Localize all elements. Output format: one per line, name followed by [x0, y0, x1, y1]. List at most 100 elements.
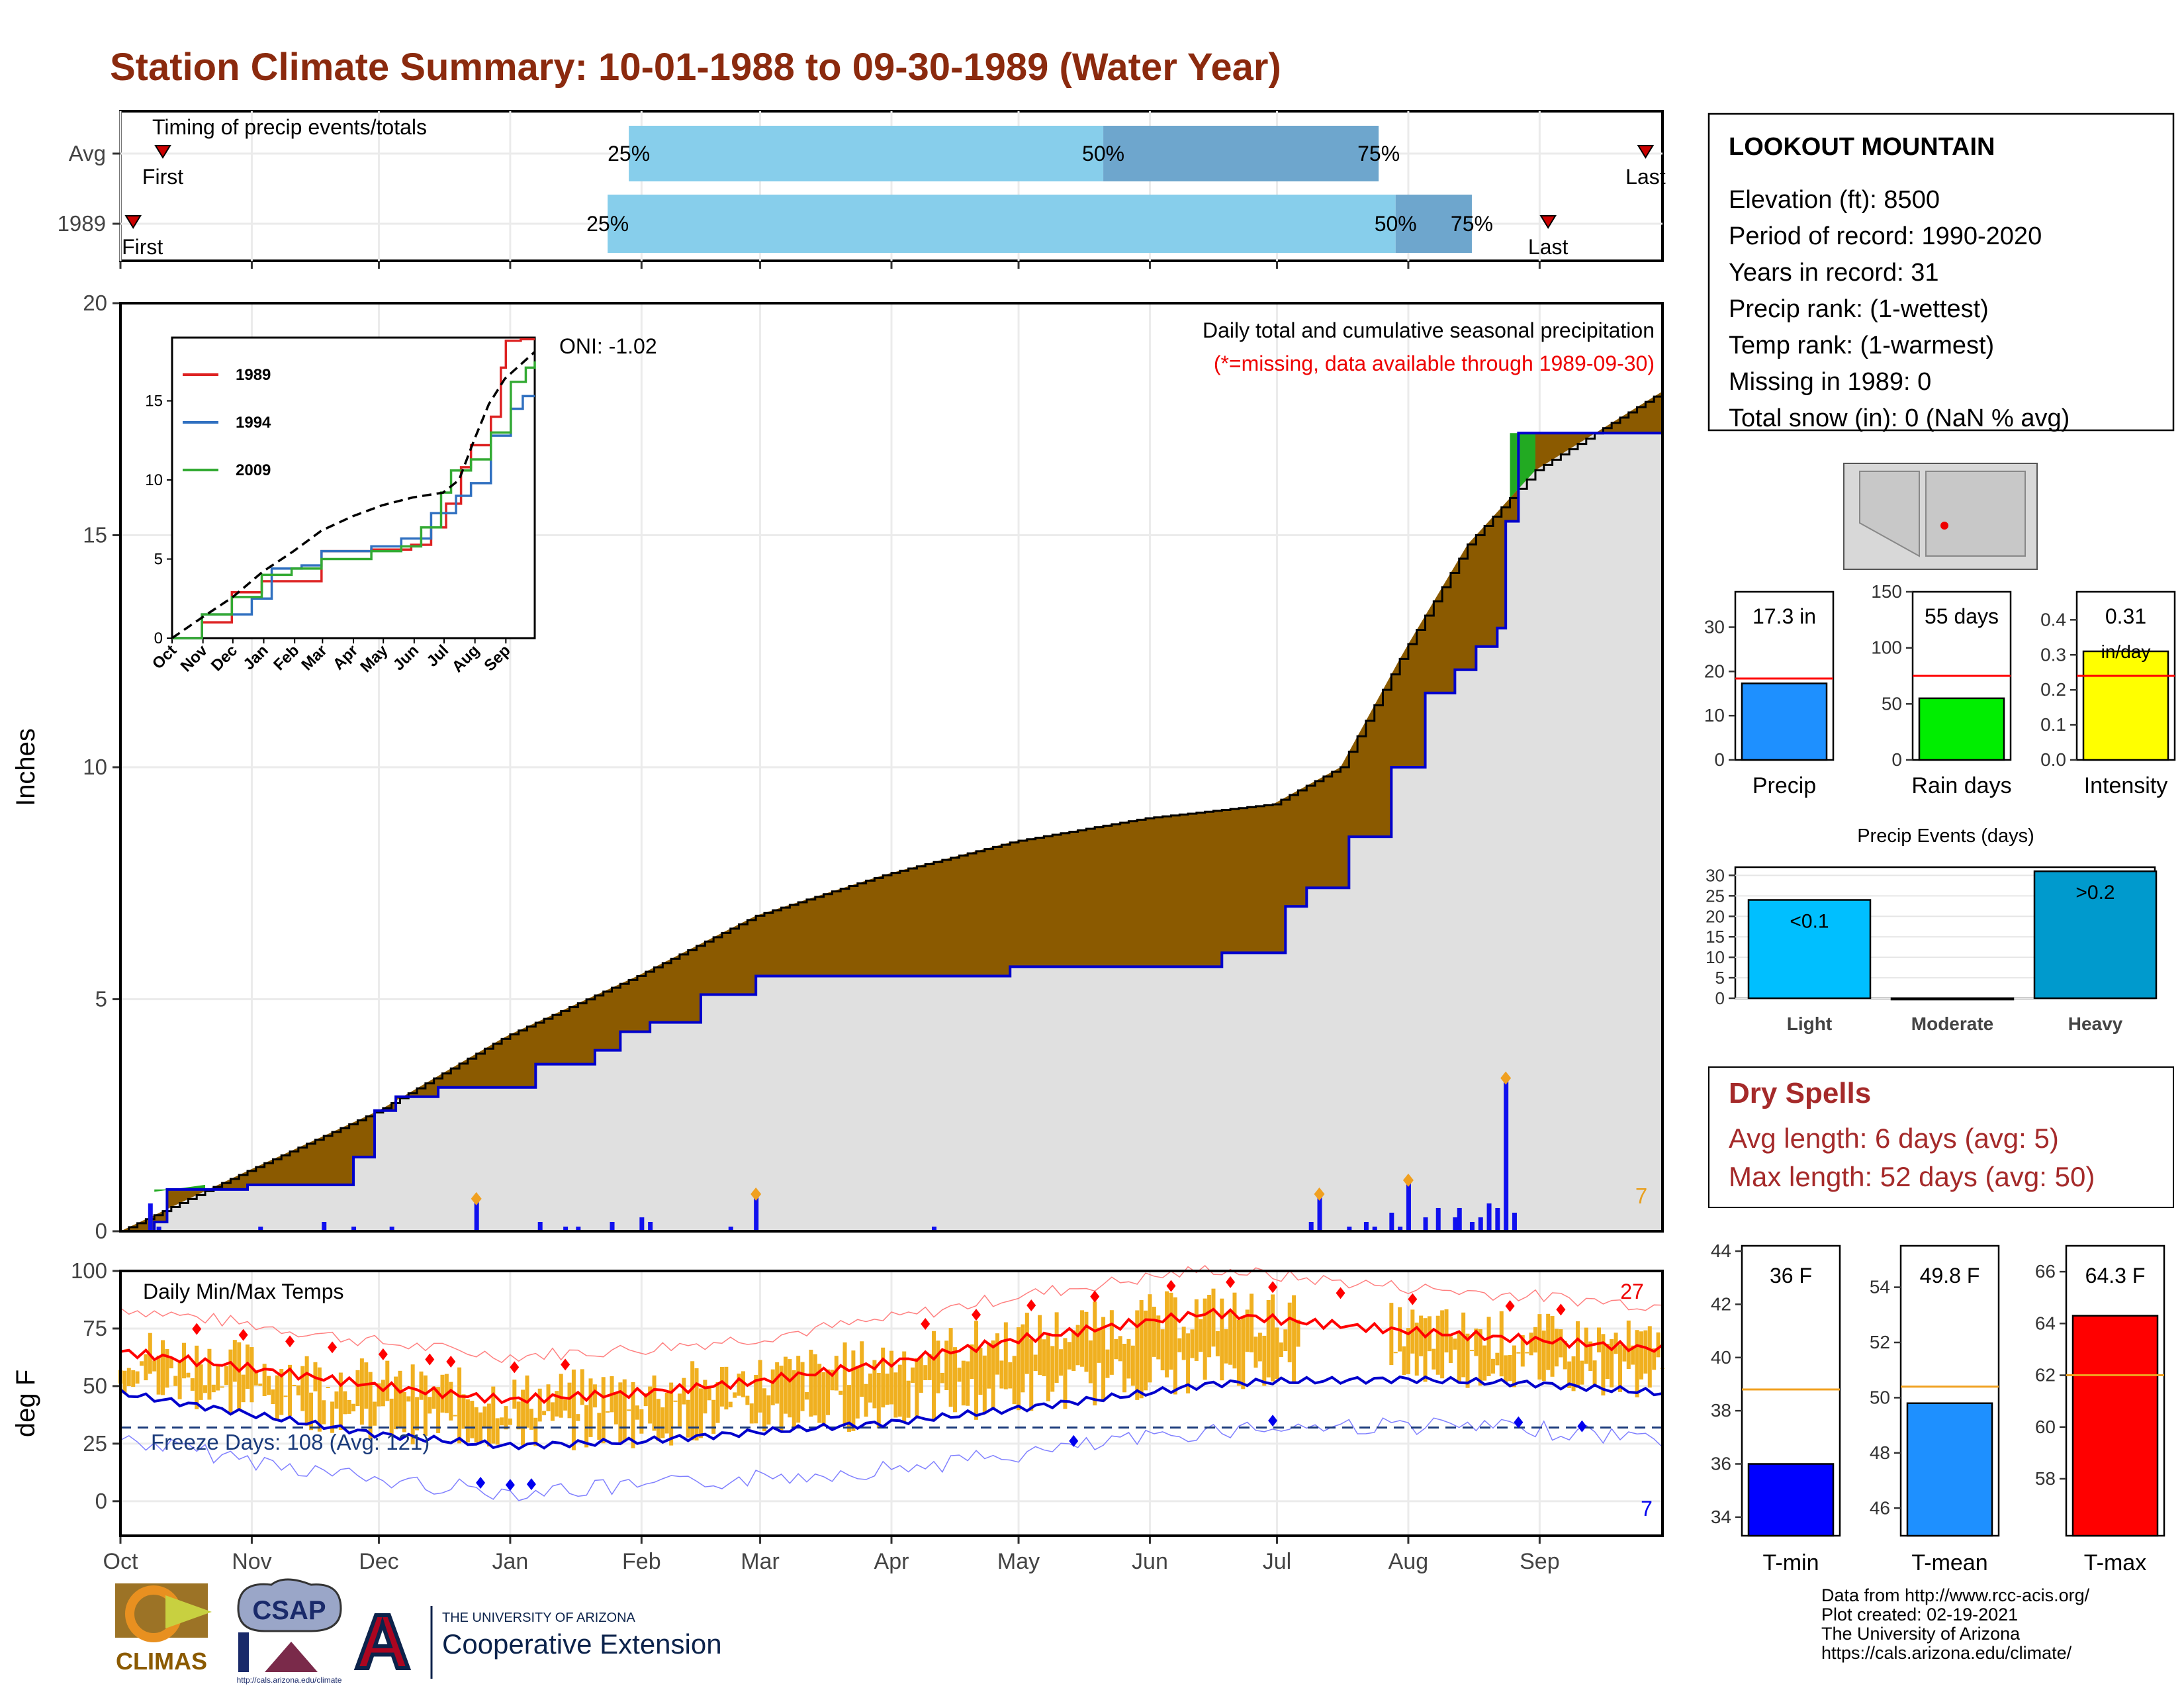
daily-temp-bar: [1029, 1338, 1034, 1411]
daily-temp-bar: [622, 1379, 627, 1442]
month-label: Apr: [874, 1549, 909, 1574]
daily-temp-bar: [267, 1376, 271, 1395]
hot-day-marker: [972, 1309, 981, 1321]
daily-temp-bar: [796, 1356, 801, 1423]
daily-temp-bar: [923, 1365, 928, 1380]
daily-temp-bar: [1571, 1356, 1576, 1391]
daily-temp-bar: [855, 1366, 860, 1419]
record-low-line: [120, 1417, 1663, 1501]
daily-temp-bar: [749, 1403, 754, 1424]
daily-temp-bar: [1135, 1310, 1140, 1400]
daily-precip-bar: [1453, 1217, 1458, 1231]
record-high-line: [120, 1264, 1663, 1364]
credit-line: https://cals.arizona.edu/climate/: [1821, 1643, 2072, 1663]
daily-temp-bar: [864, 1383, 868, 1417]
deficit-area-fill: [120, 391, 1662, 1232]
timing-p25-label: 25%: [586, 212, 629, 236]
daily-temp-bar: [250, 1347, 254, 1403]
main-caption: Daily total and cumulative seasonal prec…: [1203, 318, 1655, 342]
daily-temp-bar: [1084, 1311, 1089, 1372]
timing-bar-50-75: [1103, 126, 1379, 181]
daily-temp-bar: [275, 1375, 279, 1421]
csap-url: http://cals.arizona.edu/climate: [237, 1675, 342, 1685]
daily-temp-bar: [762, 1388, 766, 1432]
summary-bar-label: Intensity: [2084, 773, 2168, 798]
daily-temp-bar: [1253, 1336, 1258, 1368]
daily-precip-bar: [639, 1217, 645, 1231]
daily-precip-bar: [1363, 1221, 1369, 1231]
daily-temp-bar: [423, 1375, 428, 1436]
timing-bar-50-75: [1395, 195, 1472, 253]
hot-day-marker: [1090, 1290, 1100, 1303]
daily-temp-bar: [1435, 1315, 1440, 1375]
station-info-line: Years in record: 31: [1729, 259, 1939, 287]
daily-temp-bar: [377, 1383, 381, 1407]
daily-temp-bar: [779, 1366, 784, 1431]
daily-temp-bar: [398, 1370, 402, 1428]
daily-temp-bar: [961, 1360, 966, 1406]
hot-day-marker: [425, 1353, 435, 1366]
daily-temp-bar: [635, 1405, 639, 1420]
summary-ytick-label: 100: [1871, 637, 1902, 658]
daily-temp-bar: [1224, 1329, 1228, 1364]
daily-temp-bar: [326, 1387, 330, 1389]
daily-temp-bar: [669, 1382, 674, 1446]
hot-day-marker: [1408, 1293, 1418, 1305]
daily-temp-bar: [1537, 1314, 1542, 1380]
summary-ytick-label: 0.3: [2040, 644, 2066, 665]
daily-temp-bar: [978, 1348, 983, 1395]
daily-temp-bar: [656, 1399, 660, 1441]
daily-precip-marker: [1402, 1173, 1414, 1187]
daily-temp-bar: [830, 1370, 835, 1391]
ua-large-text: Cooperative Extension: [442, 1628, 722, 1660]
summary-value-label: 0.31: [2105, 604, 2146, 628]
daily-temp-bar: [1071, 1330, 1076, 1372]
oni-label: ONI: -1.02: [559, 334, 657, 358]
daily-temp-bar: [440, 1374, 445, 1413]
month-label: May: [997, 1549, 1040, 1574]
daily-precip-bar: [322, 1221, 327, 1231]
cold-day-marker: [526, 1478, 536, 1491]
daily-temp-bar: [881, 1347, 886, 1408]
daily-temp-bar: [482, 1406, 487, 1429]
temp-summary-ytick-label: 42: [1711, 1293, 1731, 1314]
timing-row-label: Avg: [69, 141, 106, 165]
daily-temp-bar: [304, 1356, 309, 1426]
month-label: Nov: [232, 1549, 271, 1574]
daily-temp-bar: [508, 1418, 512, 1425]
daily-temp-bar: [237, 1342, 242, 1409]
daily-temp-bar: [775, 1362, 780, 1404]
daily-temp-bar: [860, 1341, 864, 1397]
cumulative-precip-chart: 0 5 10 15 20 Inches 7 Daily total and cumulativ…: [11, 291, 1664, 1243]
hot-day-marker: [238, 1329, 248, 1341]
daily-temp-bar: [169, 1357, 173, 1369]
daily-temp-bar: [1042, 1339, 1046, 1376]
station-info-line: Total snow (in): 0 (NaN % avg): [1729, 404, 2070, 432]
daily-temp-bar: [618, 1382, 623, 1445]
daily-temp-bar: [754, 1375, 758, 1424]
daily-temp-bar: [1504, 1355, 1508, 1383]
daily-temp-bar: [385, 1360, 390, 1401]
daily-temp-bar: [839, 1390, 843, 1395]
daily-temp-bar: [872, 1360, 877, 1409]
daily-temp-bar: [741, 1371, 745, 1397]
daily-temp-bar: [491, 1386, 496, 1444]
daily-precip-bar: [1308, 1221, 1314, 1231]
daily-temp-bar: [944, 1340, 949, 1391]
daily-precip-bar: [1469, 1221, 1475, 1231]
daily-temp-bar: [1203, 1298, 1207, 1380]
dry-spells-max: Max length: 52 days (avg: 50): [1729, 1161, 2095, 1192]
hot-day-marker: [1336, 1287, 1345, 1299]
daily-precip-marker: [751, 1187, 762, 1201]
climas-logo-text: CLIMAS: [116, 1648, 207, 1675]
credit-line: Plot created: 02-19-2021: [1821, 1605, 2019, 1624]
daily-temp-bar: [1550, 1316, 1555, 1377]
daily-temp-bar: [991, 1340, 995, 1410]
timing-label: Timing of precip events/totals: [152, 115, 427, 139]
daily-temp-bar: [1194, 1299, 1199, 1361]
daily-temp-bar: [1533, 1327, 1537, 1353]
daily-temp-bar: [351, 1403, 356, 1412]
daily-temp-bar: [783, 1356, 788, 1414]
daily-precip-bar: [648, 1221, 653, 1231]
daily-temp-bar: [173, 1376, 178, 1386]
